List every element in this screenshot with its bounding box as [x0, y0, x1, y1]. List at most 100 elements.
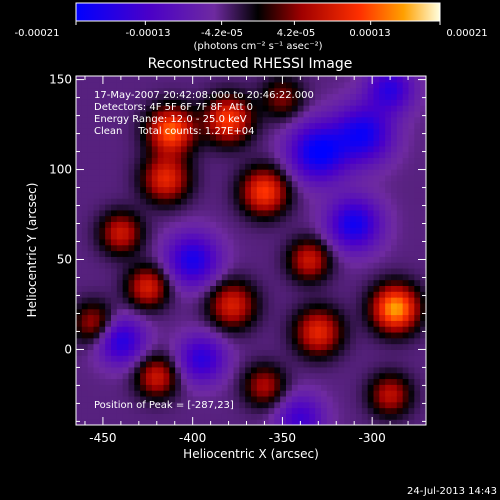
heatmap-cell: [356, 105, 363, 112]
heatmap-cell: [291, 116, 299, 124]
heatmap-cell: [81, 81, 89, 89]
heatmap-cell: [256, 384, 264, 391]
heatmap-cell: [81, 331, 89, 339]
heatmap-cell: [233, 384, 240, 391]
heatmap-cell: [146, 128, 153, 135]
heatmap-cell: [99, 267, 106, 275]
heatmap-cell: [321, 355, 328, 362]
heatmap-cell: [315, 355, 322, 362]
heatmap-cell: [291, 163, 299, 170]
heatmap-cell: [116, 203, 124, 211]
heatmap-cell: [379, 413, 386, 420]
heatmap-cell: [210, 343, 217, 350]
heatmap-cell: [93, 419, 100, 425]
heatmap-cell: [210, 297, 217, 304]
heatmap-cell: [315, 174, 322, 182]
heatmap-cell: [163, 413, 170, 420]
heatmap-cell: [140, 331, 147, 339]
heatmap-cell: [111, 151, 118, 159]
heatmap-cell: [216, 169, 223, 176]
heatmap-cell: [76, 180, 83, 188]
heatmap-cell: [332, 320, 340, 327]
heatmap-cell: [256, 326, 264, 333]
heatmap-cell: [186, 186, 194, 193]
heatmap-cell: [350, 163, 357, 170]
heatmap-cell: [420, 93, 426, 100]
heatmap-cell: [402, 256, 410, 263]
heatmap-cell: [151, 99, 159, 106]
heatmap-cell: [326, 227, 334, 234]
heatmap-cell: [157, 180, 165, 188]
heatmap-cell: [321, 390, 328, 397]
heatmap-cell: [181, 337, 188, 345]
heatmap-cell: [286, 413, 293, 420]
heatmap-cell: [280, 320, 287, 327]
heatmap-cell: [134, 128, 141, 135]
heatmap-cell: [198, 157, 205, 164]
heatmap-cell: [379, 209, 386, 217]
heatmap-cell: [210, 244, 217, 252]
heatmap-cell: [128, 267, 135, 275]
heatmap-cell: [373, 361, 380, 368]
heatmap-cell: [146, 291, 153, 298]
heatmap-cell: [315, 209, 322, 217]
heatmap-cell: [251, 407, 258, 414]
heatmap-cell: [256, 355, 264, 362]
heatmap-cell: [192, 238, 200, 246]
heatmap-cell: [151, 203, 159, 211]
heatmap-cell: [414, 390, 421, 397]
heatmap-cell: [396, 366, 404, 374]
heatmap-cell: [245, 343, 252, 350]
heatmap-cell: [402, 297, 410, 304]
heatmap-cell: [93, 349, 100, 356]
heatmap-cell: [163, 384, 170, 391]
heatmap-cell: [332, 192, 340, 199]
heatmap-cell: [111, 390, 118, 397]
heatmap-cell: [291, 267, 299, 275]
heatmap-cell: [321, 337, 328, 345]
heatmap-cell: [291, 314, 299, 321]
heatmap-cell: [356, 331, 363, 339]
heatmap-cell: [239, 139, 246, 147]
heatmap-cell: [315, 361, 322, 368]
heatmap-cell: [356, 267, 363, 275]
heatmap-cell: [344, 244, 351, 252]
heatmap-cell: [233, 186, 240, 193]
heatmap-cell: [268, 110, 275, 118]
heatmap-cell: [274, 157, 281, 164]
heatmap-cell: [216, 180, 223, 188]
heatmap-cell: [274, 273, 281, 281]
heatmap-cell: [146, 308, 153, 316]
heatmap-cell: [146, 262, 153, 269]
heatmap-cell: [303, 366, 310, 374]
heatmap-cell: [391, 233, 398, 240]
heatmap-cell: [181, 308, 188, 316]
heatmap-cell: [128, 221, 135, 228]
heatmap-cell: [379, 163, 386, 170]
heatmap-cell: [169, 250, 176, 257]
heatmap-cell: [99, 390, 106, 397]
heatmap-cell: [391, 384, 398, 391]
heatmap-cell: [134, 349, 141, 356]
heatmap-cell: [356, 76, 363, 83]
heatmap-cell: [157, 314, 165, 321]
heatmap-cell: [291, 419, 299, 425]
heatmap-cell: [344, 250, 351, 257]
heatmap-cell: [233, 326, 240, 333]
heatmap-cell: [140, 419, 147, 425]
heatmap-cell: [373, 99, 380, 106]
heatmap-cell: [175, 116, 182, 124]
heatmap-cell: [303, 110, 310, 118]
heatmap-cell: [408, 302, 415, 310]
heatmap-cell: [216, 372, 223, 380]
heatmap-cell: [111, 308, 118, 316]
heatmap-cell: [420, 384, 426, 391]
heatmap-cell: [373, 233, 380, 240]
heatmap-cell: [332, 331, 340, 339]
heatmap-cell: [396, 116, 404, 124]
heatmap-cell: [233, 134, 240, 141]
heatmap-cell: [198, 372, 205, 380]
heatmap-cell: [420, 81, 426, 89]
heatmap-cell: [303, 384, 310, 391]
heatmap-cell: [379, 302, 386, 310]
